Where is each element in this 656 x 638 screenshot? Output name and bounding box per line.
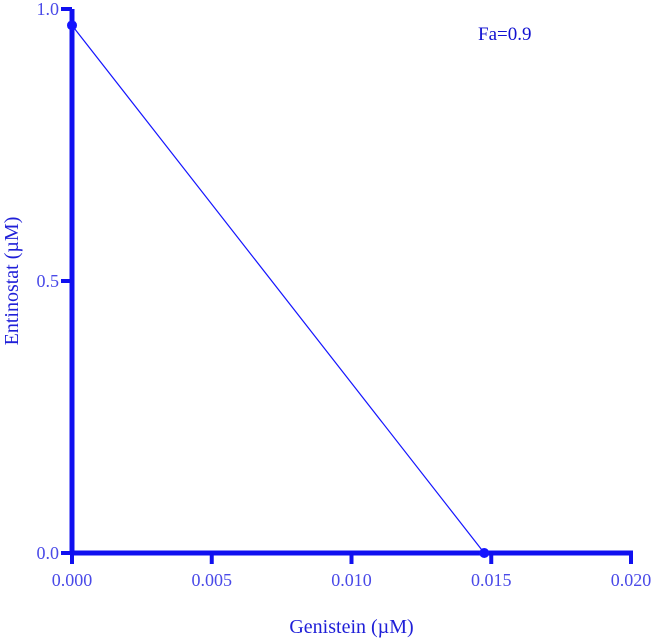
y-axis-title: Entinostat (µM) (1, 217, 23, 346)
x-axis-title: Genistein (µM) (289, 616, 413, 638)
x-axis-group: 0.000 0.005 0.010 0.015 0.020 (52, 550, 652, 590)
data-point (479, 548, 490, 558)
y-tick-label: 1.0 (37, 0, 60, 19)
fa-annotation: Fa=0.9 (478, 24, 531, 45)
y-tick-label: 0.5 (37, 271, 60, 291)
x-tick-label: 0.000 (52, 570, 93, 590)
x-tick-label: 0.020 (611, 570, 652, 590)
series-group (67, 20, 490, 558)
y-tick-label: 0.0 (37, 543, 60, 563)
x-tick-label: 0.005 (192, 570, 233, 590)
isobole-line (71, 24, 485, 554)
y-axis-group: 0.0 0.5 1.0 (37, 0, 75, 563)
data-point (67, 20, 77, 31)
x-tick-label: 0.015 (471, 570, 512, 590)
x-tick-label: 0.010 (331, 570, 372, 590)
